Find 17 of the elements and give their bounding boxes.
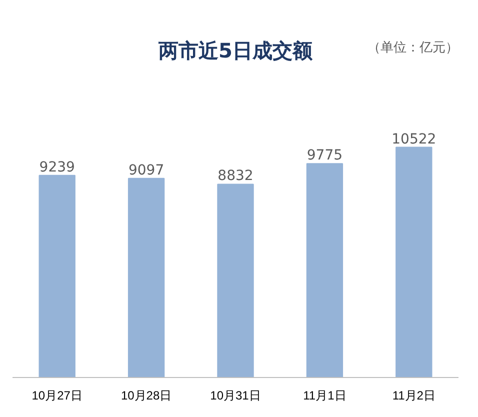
x-tick-label: 10月31日: [210, 388, 261, 402]
bar: [128, 178, 165, 378]
bar: [306, 163, 344, 378]
bar: [38, 174, 76, 378]
bar: [396, 146, 432, 378]
x-tick-label: 10月27日: [32, 388, 82, 402]
bar: [217, 184, 254, 378]
data-label: 10522: [392, 131, 436, 148]
data-label: 8832: [218, 168, 254, 184]
text: （单位：亿元）: [368, 40, 458, 56]
data-label: 9097: [128, 162, 164, 178]
chart-title: 两市近5日成交额: [158, 38, 314, 63]
data-label: 9239: [39, 159, 75, 176]
data-label: 9775: [306, 148, 343, 164]
x-tick-label: 11月1日: [303, 388, 346, 402]
x-tick-label: 11月2日: [392, 388, 436, 402]
x-tick-label: 10月28日: [120, 388, 172, 402]
